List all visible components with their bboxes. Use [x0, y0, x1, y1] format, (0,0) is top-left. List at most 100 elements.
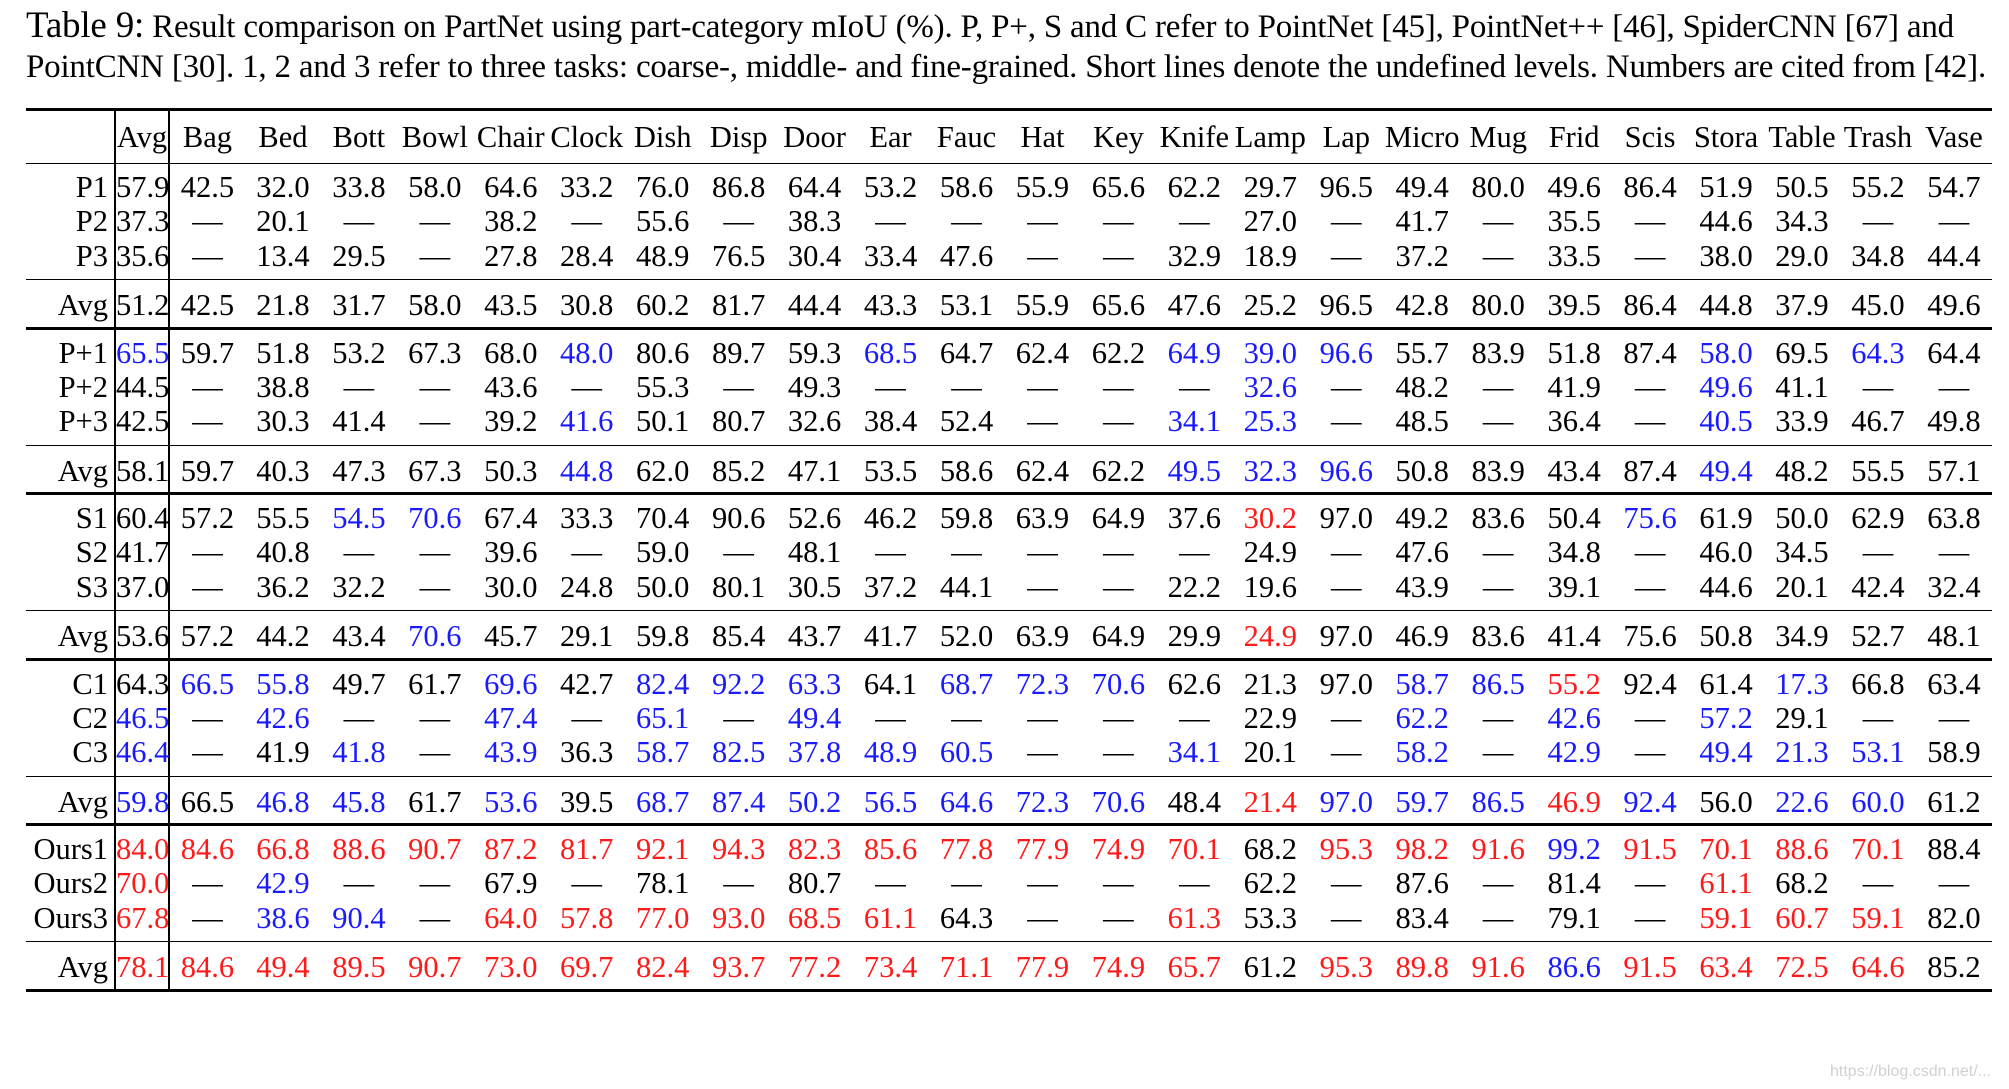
table-cell: 43.3: [852, 279, 929, 328]
table-cell: 33.4: [863, 238, 918, 273]
table-cell: —: [343, 369, 375, 404]
table-cell: 29.1: [1775, 700, 1829, 735]
column-header: Disp: [700, 108, 777, 164]
table-cell: 66.5: [169, 775, 245, 825]
table-row: P2 37.3 — 20.1 — — 38.2 — 55.6 — 38.3 — — — — — 27.0 — 41.…: [26, 202, 1992, 241]
table-cell: 20.1: [1243, 735, 1297, 769]
table-cell: 35.5: [1547, 204, 1601, 239]
table-cell: 97.0: [1308, 775, 1385, 825]
table-cell: 36.4: [1547, 404, 1601, 438]
average-row: Avg 78.1 84.6 49.4 89.5 90.7 73.0 69.7 82.4 93.7 7…: [26, 941, 1992, 992]
table-cell: 83.9: [1460, 444, 1537, 494]
table-cell: —: [192, 238, 223, 273]
table-cell: 69.7: [548, 941, 625, 992]
table-row: P3 35.6 — 13.4 29.5 — 27.8 28.4 48.9 76.5 30.4 33.4…: [26, 238, 1992, 280]
table-cell: 70.6: [396, 610, 473, 659]
table-cell: 36.3: [560, 735, 614, 769]
avg-cell: 53.6: [114, 610, 170, 659]
table-cell: —: [1027, 735, 1058, 769]
table-cell: —: [192, 569, 223, 604]
table-cell: 20.1: [256, 204, 310, 239]
table-cell: —: [1482, 866, 1514, 901]
table-cell: —: [1103, 866, 1134, 901]
table-cell: —: [1482, 369, 1514, 404]
table-cell: 70.6: [1080, 657, 1157, 699]
table-cell: —: [1482, 238, 1514, 273]
table-cell: 46.9: [1536, 775, 1613, 825]
table-cell: —: [419, 735, 451, 769]
table-cell: —: [1938, 535, 1970, 570]
table-cell: 89.5: [320, 941, 397, 992]
table-cell: 41.8: [332, 735, 386, 769]
table-body: P1 57.9 42.5 32.0 33.8 58.0 64.6 33.2 76.0 86.8 64…: [26, 163, 1992, 992]
table-cell: 58.6: [939, 170, 994, 204]
row-label: Ours1: [26, 823, 115, 865]
avg-cell: 42.5: [114, 406, 170, 445]
table-cell: 97.0: [1308, 657, 1385, 699]
table-cell: 66.5: [169, 657, 245, 699]
table-cell: 80.7: [711, 404, 766, 438]
table-cell: —: [723, 535, 754, 570]
column-header: Scis: [1612, 108, 1689, 164]
table-cell: 29.5: [332, 238, 386, 273]
row-label: P3: [75, 238, 108, 273]
table-cell: 42.9: [256, 866, 310, 901]
row-label: P+3: [58, 404, 108, 438]
table-cell: 83.6: [1460, 492, 1537, 534]
table-cell: 53.2: [863, 170, 918, 204]
table-cell: 34.9: [1764, 610, 1840, 659]
row-label: C3: [72, 735, 108, 769]
table-cell: —: [419, 238, 451, 273]
table-cell: 30.0: [484, 569, 538, 604]
table-cell: 39.2: [484, 404, 538, 438]
table-cell: 72.5: [1764, 941, 1840, 992]
table-cell: 95.3: [1308, 941, 1385, 992]
row-label: Avg: [26, 279, 115, 328]
table-cell: —: [343, 535, 375, 570]
table-cell: 58.7: [1384, 657, 1461, 699]
table-cell: 85.6: [852, 823, 929, 865]
table-cell: 53.5: [852, 444, 929, 494]
table-cell: 62.9: [1839, 492, 1916, 534]
table-cell: —: [192, 700, 223, 735]
table-cell: 47.1: [776, 444, 853, 494]
table-cell: —: [192, 900, 223, 935]
table-cell: 77.2: [776, 941, 853, 992]
table-cell: 42.7: [548, 657, 625, 699]
table-cell: 42.5: [180, 170, 235, 204]
table-cell: 32.6: [1243, 369, 1297, 404]
table-cell: 73.4: [852, 941, 929, 992]
avg-cell: 44.5: [114, 368, 170, 406]
table-cell: —: [1179, 866, 1210, 901]
table-cell: 59.8: [928, 492, 1005, 534]
table-row: Ours2 70.0 — 42.9 — — 67.9 — 78.1 — 80.7 — — — — — 62.2 —…: [26, 864, 1992, 903]
table-cell: 42.6: [1547, 700, 1601, 735]
table-cell: 96.5: [1308, 279, 1385, 328]
column-header: Bowl: [396, 108, 473, 164]
column-header: Trash: [1839, 108, 1916, 164]
table-cell: —: [1634, 369, 1666, 404]
table-cell: 44.4: [776, 279, 853, 328]
table-cell: 80.0: [1460, 279, 1537, 328]
table-cell: 86.5: [1460, 775, 1537, 825]
table-cell: 42.6: [256, 700, 310, 735]
table-cell: —: [1103, 735, 1134, 769]
table-cell: 37.6: [1156, 492, 1233, 534]
table-cell: —: [343, 700, 375, 735]
table-cell: 45.8: [320, 775, 397, 825]
table-cell: —: [1482, 535, 1514, 570]
table-cell: 39.1: [1547, 569, 1601, 604]
table-cell: —: [1027, 900, 1058, 935]
table-cell: —: [1634, 238, 1666, 273]
table-cell: 76.0: [636, 170, 690, 204]
row-label: C2: [72, 700, 108, 735]
column-header: Bed: [244, 108, 321, 164]
table-cell: 99.2: [1536, 823, 1613, 865]
table-cell: 67.3: [396, 326, 473, 368]
table-cell: —: [1027, 369, 1058, 404]
table-cell: 61.7: [396, 657, 473, 699]
table-cell: 37.2: [863, 569, 918, 604]
table-row: S2 41.7 — 40.8 — — 39.6 — 59.0 — 48.1 — — — — — 24.9 — 47.…: [26, 533, 1992, 572]
table-cell: —: [1103, 569, 1134, 604]
table-cell: —: [1331, 404, 1362, 438]
